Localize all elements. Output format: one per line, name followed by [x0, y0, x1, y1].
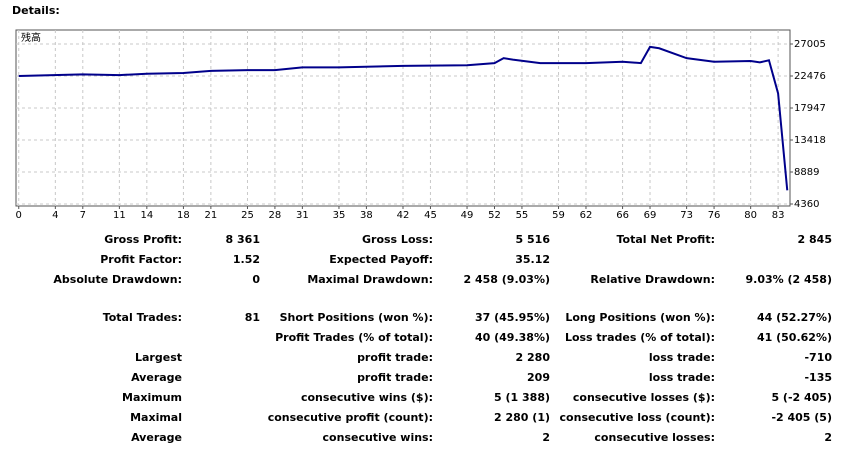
table-value: 1.52	[233, 253, 260, 266]
y-tick-label: 8889	[794, 167, 819, 178]
table-value: 5 (-2 405)	[771, 391, 832, 404]
table-label: Total Net Profit:	[617, 233, 716, 246]
x-tick-label: 18	[177, 210, 190, 221]
table-label: Gross Profit:	[104, 233, 182, 246]
table-value: 2 845	[798, 233, 832, 246]
y-tick-label: 17947	[794, 103, 826, 114]
table-value: -2 405 (5)	[771, 411, 832, 424]
table-value: 8 361	[226, 233, 260, 246]
x-tick-label: 38	[360, 210, 373, 221]
table-value: 5 516	[516, 233, 551, 246]
x-tick-label: 31	[296, 210, 309, 221]
table-label: Relative Drawdown:	[590, 273, 715, 286]
x-tick-label: 76	[708, 210, 721, 221]
section-title: Details:	[12, 4, 60, 17]
x-tick-label: 7	[80, 210, 86, 221]
table-value: 9.03% (2 458)	[746, 273, 833, 286]
table-label: Profit Trades (% of total):	[275, 331, 433, 344]
x-tick-label: 0	[16, 210, 22, 221]
table-label: consecutive loss (count):	[560, 411, 715, 424]
x-tick-label: 59	[552, 210, 565, 221]
x-tick-label: 42	[397, 210, 410, 221]
table-label: consecutive profit (count):	[268, 411, 433, 424]
table-value: 37 (45.95%)	[475, 311, 550, 324]
table-label: Profit Factor:	[100, 253, 182, 266]
table-value: 5 (1 388)	[494, 391, 550, 404]
table-label: profit trade:	[357, 371, 433, 384]
table-value: 2 280 (1)	[494, 411, 550, 424]
table-value: 35.12	[515, 253, 550, 266]
x-tick-label: 14	[140, 210, 153, 221]
table-value: 2	[824, 431, 832, 444]
series-label: 残高	[21, 31, 41, 44]
table-value: -710	[804, 351, 832, 364]
x-tick-label: 55	[516, 210, 529, 221]
y-tick-label: 22476	[794, 71, 826, 82]
table-label: Expected Payoff:	[329, 253, 433, 266]
table-value: 2 458 (9.03%)	[464, 273, 551, 286]
table-value: 209	[527, 371, 550, 384]
x-tick-label: 69	[644, 210, 657, 221]
table-label: loss trade:	[649, 371, 715, 384]
table-value: 41 (50.62%)	[757, 331, 832, 344]
table-label: Average	[131, 431, 182, 444]
x-tick-label: 73	[680, 210, 693, 221]
x-tick-label: 25	[241, 210, 254, 221]
x-tick-label: 45	[424, 210, 437, 221]
x-tick-label: 80	[744, 210, 757, 221]
table-value: 44 (52.27%)	[757, 311, 832, 324]
table-label: Loss trades (% of total):	[565, 331, 715, 344]
table-value: 40 (49.38%)	[475, 331, 550, 344]
table-value: 81	[245, 311, 260, 324]
x-tick-label: 52	[488, 210, 501, 221]
x-tick-label: 62	[580, 210, 593, 221]
table-label: consecutive wins ($):	[301, 391, 433, 404]
table-label: Maximal	[130, 411, 182, 424]
table-label: profit trade:	[357, 351, 433, 364]
balance-line	[18, 45, 789, 191]
x-tick-label: 49	[461, 210, 474, 221]
table-value: 2 280	[516, 351, 551, 364]
table-label: Maximal Drawdown:	[307, 273, 433, 286]
x-tick-label: 28	[269, 210, 282, 221]
table-label: Maximum	[122, 391, 182, 404]
x-tick-label: 4	[52, 210, 58, 221]
table-label: Average	[131, 371, 182, 384]
table-label: Gross Loss:	[362, 233, 433, 246]
table-label: loss trade:	[649, 351, 715, 364]
table-label: consecutive wins:	[323, 431, 433, 444]
table-label: Total Trades:	[103, 311, 182, 324]
x-tick-label: 11	[113, 210, 126, 221]
table-label: consecutive losses:	[594, 431, 715, 444]
table-label: Largest	[135, 351, 182, 364]
x-tick-label: 66	[616, 210, 629, 221]
x-tick-label: 83	[772, 210, 785, 221]
y-tick-label: 13418	[794, 135, 826, 146]
y-tick-label: 27005	[794, 39, 826, 50]
table-value: 2	[542, 431, 550, 444]
table-label: Long Positions (won %):	[565, 311, 715, 324]
table-label: consecutive losses ($):	[573, 391, 715, 404]
table-label: Short Positions (won %):	[280, 311, 433, 324]
x-tick-label: 35	[333, 210, 346, 221]
table-label: Absolute Drawdown:	[53, 273, 182, 286]
y-tick-label: 4360	[794, 199, 819, 210]
table-value: 0	[252, 273, 260, 286]
x-tick-label: 21	[205, 210, 218, 221]
table-value: -135	[804, 371, 832, 384]
